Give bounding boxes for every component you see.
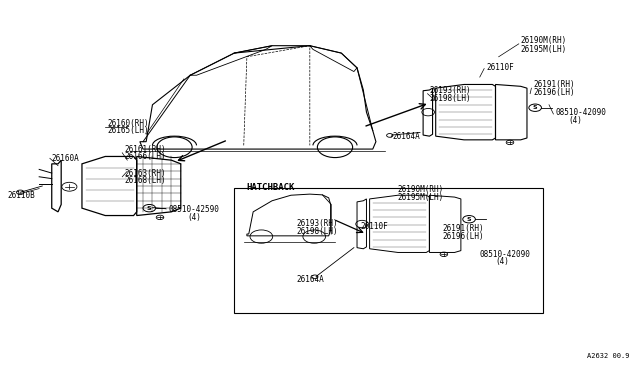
Text: 26195M(LH): 26195M(LH) <box>521 45 567 54</box>
Text: (4): (4) <box>495 257 509 266</box>
Text: 26198(LH): 26198(LH) <box>296 227 337 235</box>
Text: S: S <box>467 217 472 222</box>
Text: S: S <box>533 105 538 110</box>
Text: A2632 00.9: A2632 00.9 <box>587 353 629 359</box>
Text: 26110F: 26110F <box>360 222 388 231</box>
Text: 26166(LH): 26166(LH) <box>124 152 166 161</box>
Text: 26164A: 26164A <box>296 275 324 283</box>
Text: 26196(LH): 26196(LH) <box>533 88 575 97</box>
Text: 26110F: 26110F <box>486 63 514 72</box>
Text: 26193(RH): 26193(RH) <box>296 219 337 228</box>
Text: 26190M(RH): 26190M(RH) <box>521 36 567 45</box>
Text: 26161(RH): 26161(RH) <box>124 145 166 154</box>
Text: 26190M(RH): 26190M(RH) <box>398 185 444 194</box>
Text: 26165(LH): 26165(LH) <box>107 126 148 135</box>
Text: 26195M(LH): 26195M(LH) <box>398 193 444 202</box>
Text: 26168(LH): 26168(LH) <box>124 176 166 185</box>
Text: 26198(LH): 26198(LH) <box>429 94 471 103</box>
Text: 08510-42090: 08510-42090 <box>556 108 606 117</box>
Text: 26193(RH): 26193(RH) <box>429 86 471 94</box>
Text: (4): (4) <box>568 116 582 125</box>
Text: 26164A: 26164A <box>393 132 420 141</box>
Bar <box>234 188 543 313</box>
Text: 26196(LH): 26196(LH) <box>442 232 484 241</box>
Text: 26163(RH): 26163(RH) <box>124 169 166 177</box>
Text: 26160A: 26160A <box>52 154 79 163</box>
Text: 08510-42090: 08510-42090 <box>480 250 531 259</box>
Text: 08510-42590: 08510-42590 <box>168 205 219 215</box>
Text: HATCHBACK: HATCHBACK <box>247 183 295 192</box>
Text: 26191(RH): 26191(RH) <box>442 224 484 233</box>
Text: S: S <box>147 206 152 211</box>
Text: 26110B: 26110B <box>8 191 35 200</box>
Text: 26191(RH): 26191(RH) <box>533 80 575 89</box>
Text: 26160(RH): 26160(RH) <box>107 119 148 128</box>
Text: (4): (4) <box>187 213 201 222</box>
